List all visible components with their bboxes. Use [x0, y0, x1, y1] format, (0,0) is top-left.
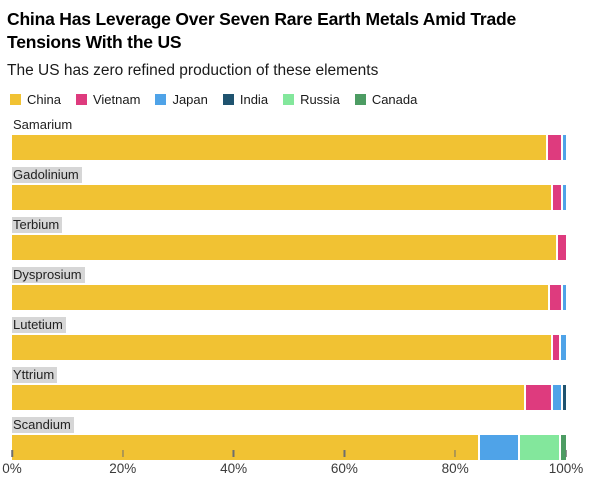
category-label: Dysprosium	[12, 267, 85, 283]
bar-row-samarium: Samarium	[12, 116, 567, 160]
legend: China Vietnam Japan India Russia Canada	[10, 92, 590, 107]
tick-label: 100%	[548, 461, 584, 476]
tick-mark	[343, 450, 346, 457]
legend-swatch-russia	[283, 94, 295, 105]
stacked-bar-gadolinium	[12, 185, 566, 210]
bar-segment-china	[12, 235, 556, 260]
bar-segment-japan	[563, 185, 566, 210]
legend-swatch-vietnam	[75, 94, 87, 105]
bar-row-dysprosium: Dysprosium	[12, 266, 566, 310]
x-axis-tick: 20%	[109, 450, 136, 476]
category-label: Yttrium	[12, 367, 58, 383]
tick-label: 0%	[2, 461, 22, 476]
bar-segment-vietnam	[553, 185, 562, 210]
bar-segment-vietnam	[553, 335, 559, 360]
x-axis-tick: 60%	[331, 450, 358, 476]
x-axis: 0% 20% 40% 60% 80% 100%	[2, 450, 583, 484]
legend-item-russia: Russia	[283, 92, 340, 107]
tick-mark	[122, 450, 124, 457]
tick-label: 20%	[109, 461, 137, 476]
bar-segment-china	[12, 135, 546, 160]
tick-label: 80%	[441, 461, 469, 476]
category-label: Gadolinium	[12, 167, 82, 183]
bar-segment-japan	[563, 285, 566, 310]
bar-segment-japan	[479, 435, 519, 460]
x-axis-tick: 40%	[220, 450, 247, 476]
legend-label: Vietnam	[92, 92, 141, 107]
x-axis-tick: 80%	[442, 450, 469, 476]
stacked-bar-samarium	[12, 135, 567, 160]
tick-mark	[565, 450, 567, 457]
bar-row-lutetium: Lutetium	[12, 316, 566, 360]
chart-title: China Has Leverage Over Seven Rare Earth…	[7, 9, 517, 52]
category-label: Terbium	[12, 217, 63, 233]
bar-segment-china	[12, 285, 549, 310]
bar-segment-russia	[520, 435, 559, 460]
legend-item-vietnam: Vietnam	[75, 92, 141, 107]
bar-row-gadolinium: Gadolinium	[12, 166, 566, 210]
legend-label: Canada	[371, 92, 418, 107]
legend-swatch-china	[10, 94, 21, 105]
bar-segment-china	[12, 435, 478, 460]
chart-subtitle: The US has zero refined production of th…	[7, 62, 379, 79]
tick-label: 40%	[220, 461, 248, 476]
stacked-bar-scandium	[12, 435, 566, 460]
bar-segment-china	[12, 185, 552, 210]
bar-row-terbium: Terbium	[12, 216, 566, 260]
bar-segment-japan	[560, 335, 566, 360]
tick-mark	[11, 450, 13, 457]
bar-row-yttrium: Yttrium	[12, 366, 566, 410]
bar-row-scandium: Scandium	[12, 416, 566, 460]
legend-item-japan: Japan	[155, 92, 208, 107]
stacked-bar-lutetium	[12, 335, 566, 360]
bar-segment-vietnam	[526, 385, 552, 410]
tick-label: 60%	[330, 461, 358, 476]
category-label: Samarium	[13, 117, 73, 132]
bar-segment-china	[12, 385, 525, 410]
category-label: Scandium	[12, 417, 74, 433]
legend-swatch-canada	[354, 94, 366, 105]
legend-item-china: China	[10, 92, 61, 107]
legend-label: India	[239, 92, 269, 107]
bar-segment-vietnam	[547, 135, 562, 160]
x-axis-tick: 100%	[548, 450, 584, 476]
legend-label: China	[27, 92, 61, 107]
stacked-bar-yttrium	[12, 385, 566, 410]
legend-item-india: India	[222, 92, 269, 107]
bar-rows: Samarium Gadolinium Terbium Dysprosium Lutet…	[12, 116, 567, 460]
tick-mark	[454, 450, 456, 457]
bar-segment-vietnam	[550, 285, 562, 310]
category-label: Lutetium	[12, 317, 66, 333]
bar-segment-japan	[553, 385, 562, 410]
legend-swatch-india	[222, 94, 234, 105]
legend-label: Japan	[172, 92, 208, 107]
stacked-bar-dysprosium	[12, 285, 566, 310]
bar-segment-india	[563, 385, 566, 410]
bar-segment-vietnam	[557, 235, 566, 260]
bar-segment-china	[12, 335, 552, 360]
tick-mark	[232, 450, 235, 457]
bar-segment-japan	[563, 135, 567, 160]
legend-item-canada: Canada	[354, 92, 418, 107]
legend-label: Russia	[300, 92, 340, 107]
legend-swatch-japan	[155, 94, 167, 105]
stacked-bar-terbium	[12, 235, 566, 260]
x-axis-tick: 0%	[2, 450, 22, 476]
bar-segment-canada	[560, 435, 566, 460]
